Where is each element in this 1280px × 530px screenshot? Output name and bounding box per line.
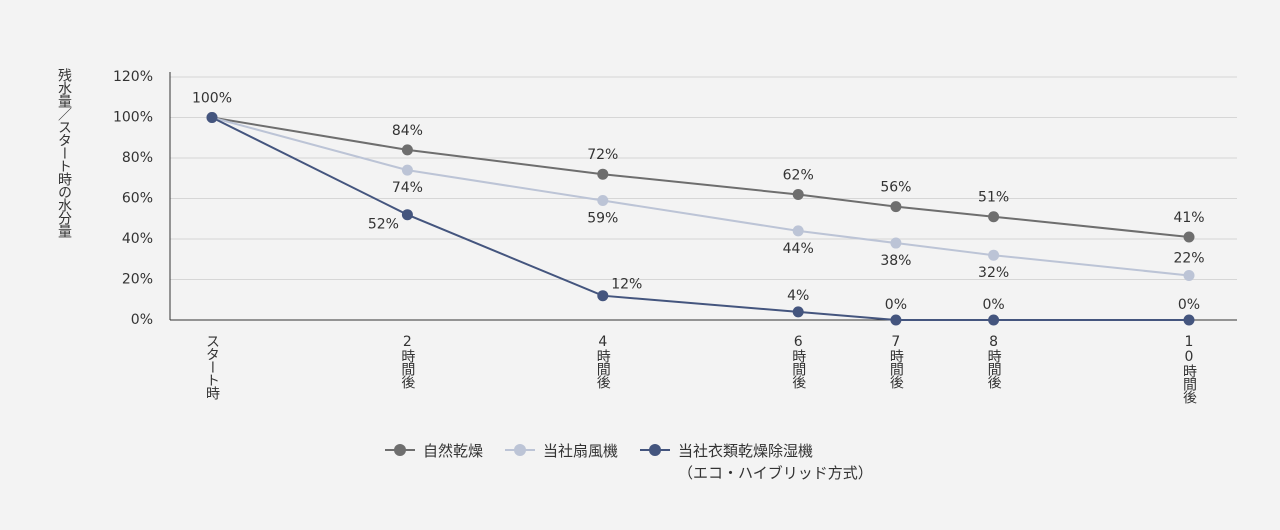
data-point <box>401 209 413 221</box>
data-label: 51% <box>978 190 1009 206</box>
y-tick-label: 40% <box>122 231 153 247</box>
data-point <box>890 201 902 213</box>
data-point <box>988 211 1000 223</box>
data-label: 44% <box>783 241 814 257</box>
legend-label: 当社衣類乾燥除湿機 （エコ・ハイブリッド方式） <box>678 442 873 482</box>
x-tick-label: 6時間後 <box>790 334 806 389</box>
data-point <box>597 168 609 180</box>
data-point <box>890 237 902 249</box>
x-tick-label: 7時間後 <box>888 334 904 389</box>
data-label: 62% <box>783 167 814 183</box>
data-label: 12% <box>611 277 642 293</box>
legend-swatch <box>640 444 671 456</box>
data-label: 32% <box>978 265 1009 281</box>
data-point <box>988 314 1000 326</box>
data-point <box>890 314 902 326</box>
data-label: 100% <box>192 91 232 107</box>
series-line <box>211 116 1189 321</box>
legend-item: 自然乾燥 <box>385 440 483 462</box>
x-tick-label: 2時間後 <box>399 334 415 389</box>
x-tick-label: 10時間後 <box>1181 334 1197 404</box>
data-point <box>1183 314 1195 326</box>
series-line <box>211 116 1190 238</box>
legend-item: 当社衣類乾燥除湿機 （エコ・ハイブリッド方式） <box>640 440 873 484</box>
data-point <box>792 306 804 318</box>
data-label: 22% <box>1173 250 1204 266</box>
legend-label: 自然乾燥 <box>423 442 484 460</box>
data-label: 4% <box>787 288 809 304</box>
data-label: 0% <box>1178 297 1200 313</box>
data-point <box>401 164 413 176</box>
x-tick-label: 4時間後 <box>595 334 611 389</box>
data-label: 52% <box>368 217 399 233</box>
data-label: 0% <box>982 297 1004 313</box>
y-tick-label: 80% <box>122 150 153 166</box>
data-point <box>401 144 413 156</box>
y-axis-label: 残水量／スタート時の水分量 <box>56 68 72 238</box>
legend-swatch <box>505 444 536 456</box>
data-point <box>1183 269 1195 281</box>
legend-label: 当社扇風機 <box>543 442 619 460</box>
y-tick-label: 120% <box>113 69 153 85</box>
data-label: 84% <box>392 123 423 139</box>
data-point <box>792 188 804 200</box>
data-point <box>988 249 1000 261</box>
data-point <box>597 195 609 207</box>
y-tick-label: 20% <box>122 272 153 288</box>
data-label: 41% <box>1173 210 1204 226</box>
data-point <box>792 225 804 237</box>
legend: 自然乾燥 当社扇風機 当社衣類乾燥除湿機 （エコ・ハイブリッド方式） <box>385 440 873 484</box>
data-label: 38% <box>880 253 911 269</box>
y-tick-label: 0% <box>131 312 153 328</box>
x-tick-label: スタート時 <box>204 334 220 400</box>
data-label: 59% <box>587 211 618 227</box>
y-tick-label: 100% <box>113 110 153 126</box>
y-tick-label: 60% <box>122 191 153 207</box>
data-point <box>597 290 609 302</box>
x-tick-label: 8時間後 <box>986 334 1002 389</box>
legend-item: 当社扇風機 <box>505 440 618 462</box>
data-label: 72% <box>587 147 618 163</box>
data-label: 56% <box>880 180 911 196</box>
data-point <box>206 112 218 123</box>
legend-swatch <box>385 444 415 456</box>
data-point <box>1183 231 1195 243</box>
data-label: 0% <box>885 297 907 313</box>
data-label: 74% <box>392 180 423 196</box>
